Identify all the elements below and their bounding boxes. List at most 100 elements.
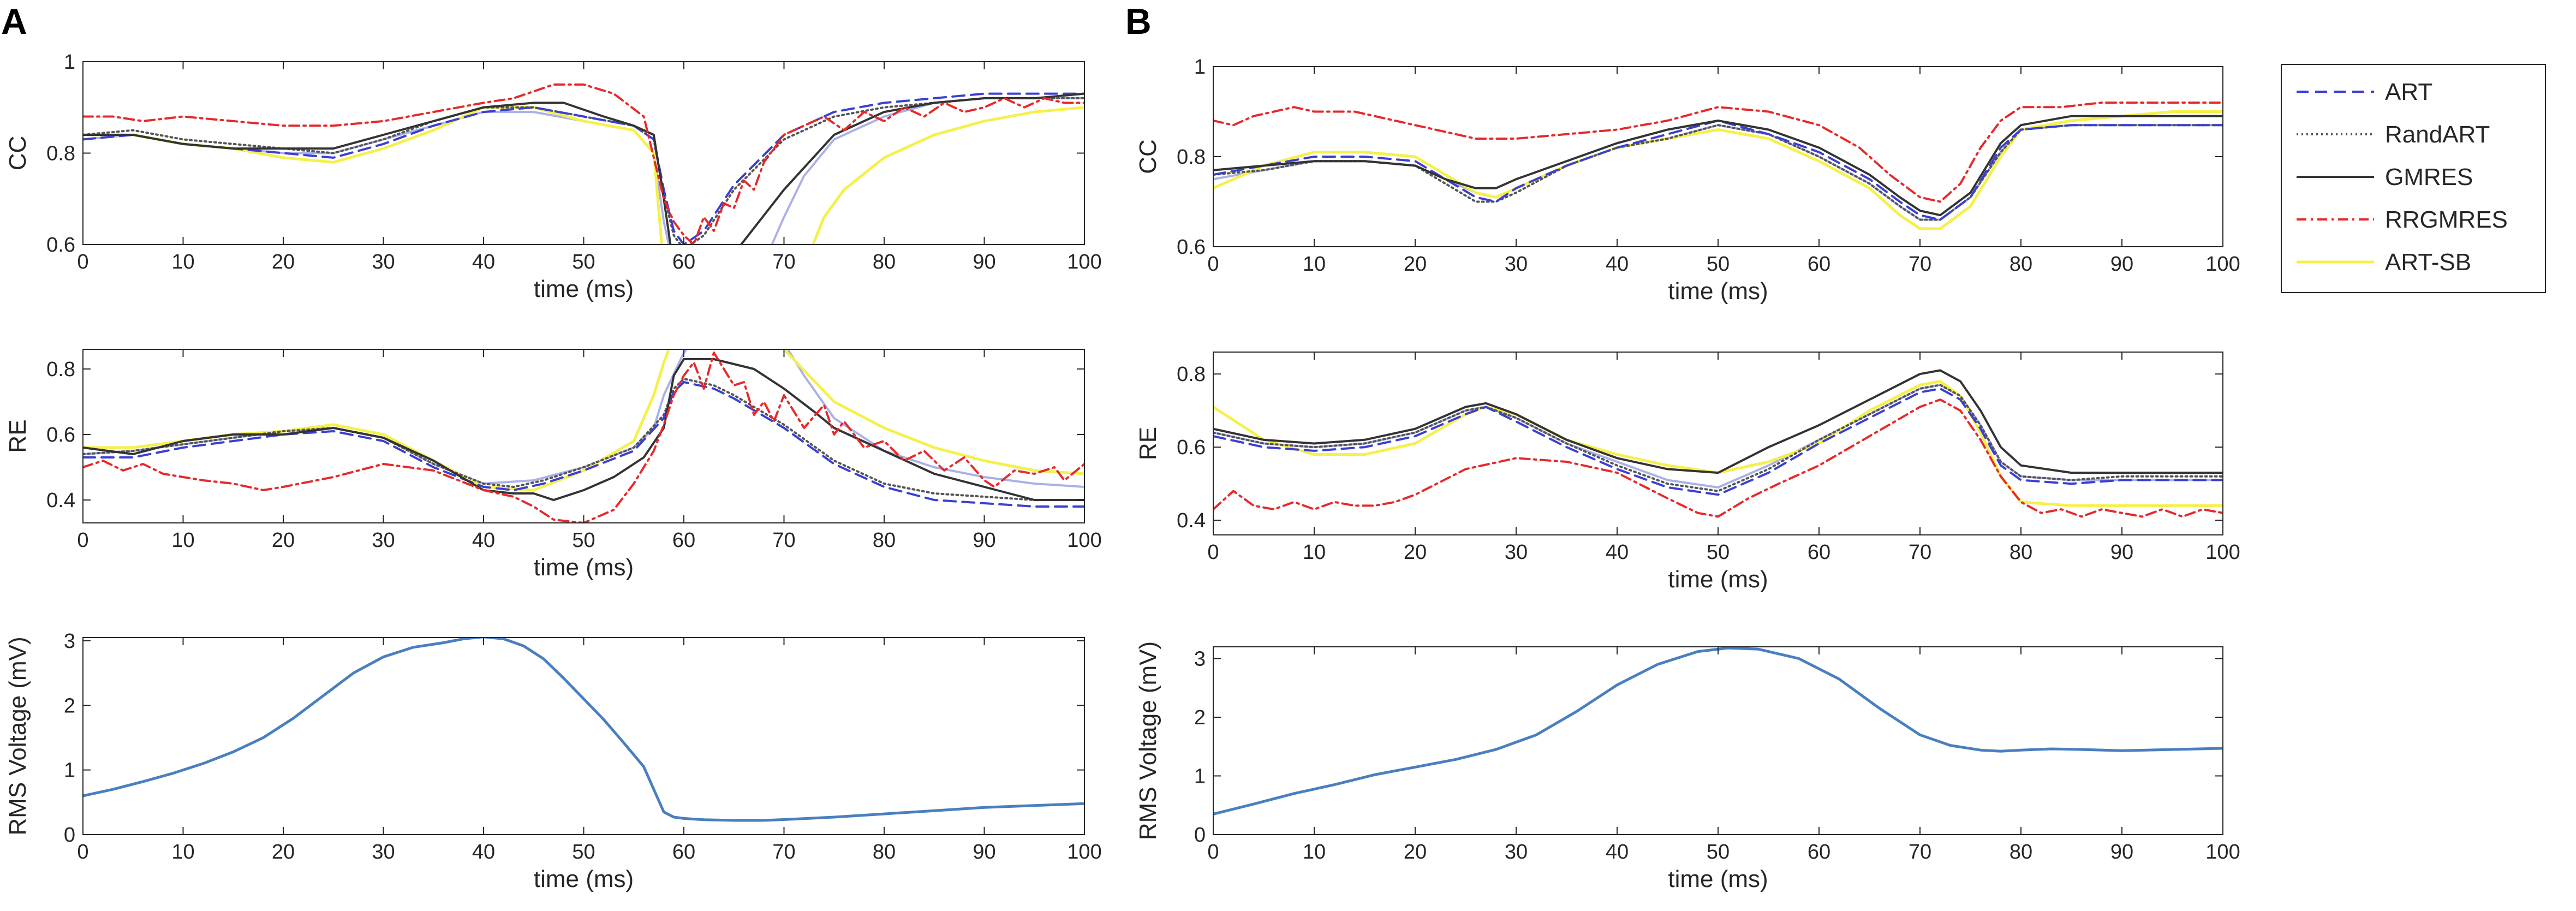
x-tick-label: 40 [472,529,495,552]
x-tick-label: 50 [1707,841,1730,864]
y-tick-label: 0.8 [1177,363,1206,386]
legend-label-art: ART [2385,79,2432,105]
x-tick-label: 80 [2009,841,2032,864]
series-line-gmres [1213,369,2223,474]
x-axis-label: time (ms) [1668,866,1768,892]
x-tick-label: 70 [1909,541,1931,564]
legend-label-randart: RandART [2385,121,2490,148]
y-tick-label: 0.6 [1177,236,1206,259]
chart-a-rms: 0 10 20 30 40 50 60 70 80 90 100 0 1 2 3 time (ms) RMS V… [4,630,1102,892]
x-tick-label: 10 [1303,541,1326,564]
series-line-art [83,381,1084,508]
chart-b-rms: 0 10 20 30 40 50 60 70 80 90 100 0 1 2 3 time (ms) RMS V… [1135,641,2240,892]
x-tick-label: 80 [873,529,896,552]
x-tick-label: 70 [1909,253,1931,276]
series-line-gmres [83,92,1084,245]
chart-a-cc: 0 10 20 30 40 50 60 70 80 90 100 0.6 0.8 1 time (ms) CC [4,51,1102,302]
x-tick-label: 100 [1067,251,1101,273]
y-axis-label: RMS Voltage (mV) [4,636,31,835]
x-axis-label: time (ms) [534,276,634,302]
series-line-rms [1213,647,2223,815]
y-tick-label: 0.6 [46,424,75,446]
series-line-art [1213,388,2223,496]
series-line-art-sb [83,106,1084,245]
x-tick-label: 100 [2205,541,2240,564]
x-tick-label: 60 [672,529,695,552]
x-tick-label: 0 [1207,541,1219,564]
x-tick-label: 40 [1606,841,1629,864]
x-tick-label: 0 [77,529,88,552]
series-group [1213,647,2223,815]
x-tick-label: 90 [973,841,995,864]
x-axis-label: time (ms) [1668,566,1768,593]
y-tick-label: 1 [64,51,75,74]
x-tick-label: 70 [772,251,795,273]
series-line-randart [83,378,1084,501]
y-tick-label: 2 [64,694,75,717]
panel-label-a: A [1,1,27,41]
x-tick-label: 90 [2110,541,2133,564]
x-tick-label: 10 [171,841,194,864]
x-tick-label: 20 [1404,841,1427,864]
series-group [83,638,1084,822]
y-tick-label: 3 [64,630,75,653]
y-tick-label: 0.6 [1177,436,1206,459]
panel-label-b: B [1125,1,1152,41]
x-tick-label: 30 [1505,841,1528,864]
legend-label-rrgmres: RRGMRES [2385,206,2508,233]
series-line-art [1213,120,2223,221]
x-tick-label: 0 [1207,253,1219,276]
series-line-rrgmres [1213,398,2223,518]
y-axis-label: RE [1135,427,1161,460]
y-tick-label: 0.4 [46,489,75,512]
y-tick-label: 1 [64,759,75,782]
x-tick-label: 40 [1606,253,1629,276]
x-tick-label: 100 [1067,529,1101,552]
x-tick-label: 0 [77,251,88,273]
y-axis-label: RE [4,419,31,452]
x-tick-label: 20 [272,251,295,273]
x-axis-label: time (ms) [534,554,634,581]
y-axis-label: CC [4,136,31,171]
x-tick-label: 20 [272,529,295,552]
x-tick-label: 60 [1808,541,1830,564]
chart-b-re: 0 10 20 30 40 50 60 70 80 90 100 0.4 0.6 0.8 time (ms)… [1135,352,2240,593]
y-tick-label: 0.8 [1177,146,1206,169]
series-line-extra [83,97,1084,245]
y-tick-label: 2 [1194,706,1206,729]
x-tick-label: 50 [1707,253,1730,276]
x-tick-label: 50 [572,251,595,273]
series-line-randart [1213,384,2223,492]
y-tick-label: 0 [1194,824,1206,847]
x-tick-label: 50 [572,529,595,552]
x-tick-label: 100 [2205,253,2240,276]
x-tick-label: 30 [1505,541,1528,564]
chart-b-cc: 0 10 20 30 40 50 60 70 80 90 100 0.6 0.8 1 time (ms) CC [1135,56,2240,305]
series-group [1213,102,2223,230]
x-tick-label: 70 [772,841,795,864]
x-tick-label: 60 [672,841,695,864]
x-tick-label: 10 [1303,253,1326,276]
x-tick-label: 50 [572,841,595,864]
x-tick-label: 20 [272,841,295,864]
x-tick-label: 90 [2110,841,2133,864]
chart-a-re: 0 10 20 30 40 50 60 70 80 90 100 0.4 0.6 0.8 time (ms)… [4,349,1102,581]
series-line-rms [83,638,1084,822]
y-axis-label: CC [1135,139,1161,174]
x-tick-label: 0 [1207,841,1219,864]
x-tick-label: 30 [372,529,395,552]
y-tick-label: 1 [1194,765,1206,788]
x-tick-label: 80 [2009,253,2032,276]
x-tick-label: 80 [873,841,896,864]
x-tick-label: 10 [171,529,194,552]
x-tick-label: 10 [1303,841,1326,864]
y-tick-label: 0.6 [46,234,75,257]
y-tick-label: 1 [1194,56,1206,79]
series-group [83,83,1084,245]
x-tick-label: 90 [2110,253,2133,276]
series-group [1213,369,2223,518]
x-tick-label: 0 [77,841,88,864]
x-tick-label: 40 [472,841,495,864]
legend-label-art-sb: ART-SB [2385,249,2471,276]
